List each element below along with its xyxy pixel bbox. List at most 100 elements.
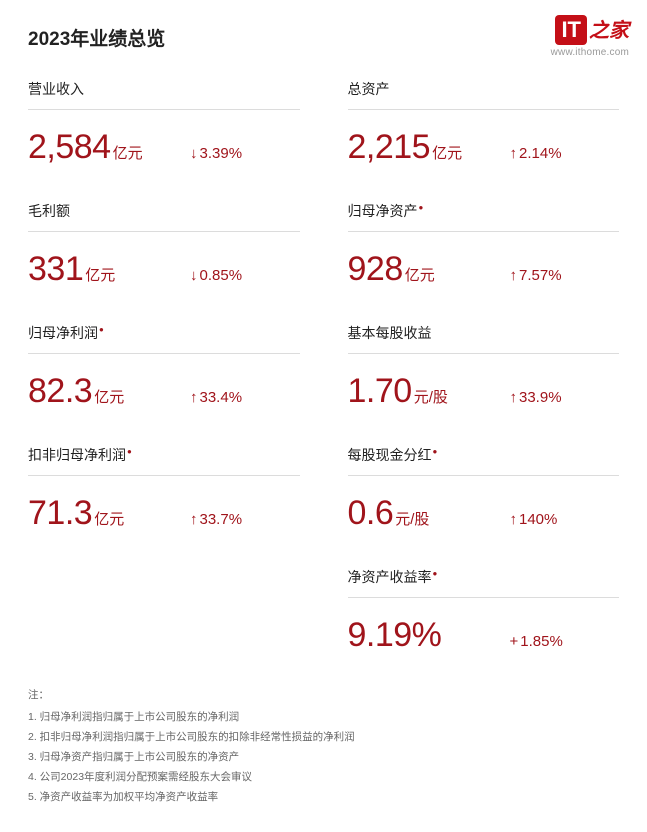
metric-value: 0.6元/股 bbox=[348, 494, 486, 533]
metric-change: 33.9% bbox=[510, 389, 562, 406]
arrow-down-icon bbox=[190, 267, 198, 284]
page-title: 2023年业绩总览 bbox=[28, 24, 619, 51]
metric-change-value: 3.39% bbox=[200, 145, 243, 162]
metric-unit: 亿元 bbox=[85, 264, 115, 285]
metric-label: 归母净资产● bbox=[348, 201, 620, 232]
metric-number: 0.6 bbox=[348, 494, 394, 533]
metric-value-row: 1.70元/股 33.9% bbox=[348, 372, 620, 411]
metric-value: 331亿元 bbox=[28, 250, 166, 289]
metric-label: 每股现金分红● bbox=[348, 445, 620, 476]
metric-unit: 元/股 bbox=[414, 386, 448, 407]
metric-value: 82.3亿元 bbox=[28, 372, 166, 411]
arrow-up-icon bbox=[510, 267, 518, 284]
metric-unit: 亿元 bbox=[113, 142, 143, 163]
metric-value: 71.3亿元 bbox=[28, 494, 166, 533]
metric-label-text: 营业收入 bbox=[28, 81, 84, 97]
footnotes-list: 1. 归母净利润指归属于上市公司股东的净利润2. 扣非归母净利润指归属于上市公司… bbox=[28, 708, 355, 808]
metric-number: 1.70 bbox=[348, 372, 412, 411]
metric-label: 总资产 bbox=[348, 79, 620, 110]
footnote-item: 4. 公司2023年度利润分配预案需经股东大会审议 bbox=[28, 768, 355, 788]
metric-value: 2,215亿元 bbox=[348, 128, 486, 167]
metric-number: 928 bbox=[348, 250, 403, 289]
metric-card: 营业收入 2,584亿元 3.39% bbox=[28, 79, 300, 167]
metric-number: 9.19% bbox=[348, 616, 442, 655]
metric-label: 营业收入 bbox=[28, 79, 300, 110]
metric-card: 基本每股收益 1.70元/股 33.9% bbox=[348, 323, 620, 411]
metrics-grid: 营业收入2,584亿元3.39%毛利额331亿元0.85%归母净利润●82.3亿… bbox=[28, 79, 619, 689]
metric-card: 净资产收益率● 9.19% 1.85% bbox=[348, 567, 620, 655]
metric-label-text: 毛利额 bbox=[28, 203, 70, 219]
arrow-up-icon bbox=[510, 389, 518, 406]
footnote-item: 2. 扣非归母净利润指归属于上市公司股东的扣除非经常性损益的净利润 bbox=[28, 728, 355, 748]
metric-card: 总资产 2,215亿元 2.14% bbox=[348, 79, 620, 167]
metric-card: 毛利额 331亿元 0.85% bbox=[28, 201, 300, 289]
metric-unit: 亿元 bbox=[94, 386, 124, 407]
metric-value-row: 331亿元 0.85% bbox=[28, 250, 300, 289]
metric-change-value: 140% bbox=[519, 511, 557, 528]
metric-label: 净资产收益率● bbox=[348, 567, 620, 598]
metric-label: 归母净利润● bbox=[28, 323, 300, 354]
footnote-marker-icon: ● bbox=[419, 203, 424, 212]
metrics-column-right: 总资产2,215亿元2.14%归母净资产●928亿元7.57%基本每股收益1.7… bbox=[348, 79, 620, 689]
metric-label-text: 每股现金分红 bbox=[348, 447, 432, 463]
metric-change: 140% bbox=[510, 511, 558, 528]
metric-change-value: 33.7% bbox=[200, 511, 243, 528]
watermark: IT 之家 www.ithome.com bbox=[551, 14, 629, 58]
watermark-it: IT bbox=[555, 15, 587, 45]
metric-value-row: 82.3亿元 33.4% bbox=[28, 372, 300, 411]
metric-unit: 亿元 bbox=[94, 508, 124, 529]
footnote-marker-icon: ● bbox=[433, 569, 438, 578]
metric-value: 928亿元 bbox=[348, 250, 486, 289]
watermark-zh: 之家 bbox=[589, 14, 629, 43]
metric-change-value: 7.57% bbox=[519, 267, 562, 284]
metric-change-value: 33.9% bbox=[519, 389, 562, 406]
arrow-up-icon bbox=[190, 511, 198, 528]
metric-value-row: 2,215亿元 2.14% bbox=[348, 128, 620, 167]
metric-change-value: 0.85% bbox=[200, 267, 243, 284]
metric-unit: 元/股 bbox=[395, 508, 429, 529]
metric-card: 每股现金分红● 0.6元/股 140% bbox=[348, 445, 620, 533]
footnote-item: 5. 净资产收益率为加权平均净资产收益率 bbox=[28, 788, 355, 808]
metrics-column-left: 营业收入2,584亿元3.39%毛利额331亿元0.85%归母净利润●82.3亿… bbox=[28, 79, 300, 689]
metric-value: 2,584亿元 bbox=[28, 128, 166, 167]
metric-number: 2,215 bbox=[348, 128, 431, 167]
metric-unit: 亿元 bbox=[432, 142, 462, 163]
footnote-marker-icon: ● bbox=[433, 447, 438, 456]
arrow-up-icon bbox=[510, 511, 518, 528]
metric-change: 1.85% bbox=[510, 633, 563, 650]
arrow-up-icon bbox=[510, 145, 518, 162]
arrow-up-icon bbox=[190, 389, 198, 406]
metric-label: 毛利额 bbox=[28, 201, 300, 232]
plus-icon bbox=[510, 633, 519, 650]
arrow-down-icon bbox=[190, 145, 198, 162]
metric-change-value: 1.85% bbox=[520, 633, 563, 650]
metric-card: 归母净资产● 928亿元 7.57% bbox=[348, 201, 620, 289]
metric-change: 33.4% bbox=[190, 389, 242, 406]
footnotes: 注： 1. 归母净利润指归属于上市公司股东的净利润2. 扣非归母净利润指归属于上… bbox=[28, 686, 355, 808]
footnote-marker-icon: ● bbox=[99, 325, 104, 334]
metric-change: 3.39% bbox=[190, 145, 242, 162]
metric-value: 9.19% bbox=[348, 616, 486, 655]
metric-label-text: 扣非归母净利润 bbox=[28, 447, 126, 463]
watermark-logo: IT 之家 bbox=[555, 14, 629, 45]
metric-change-value: 2.14% bbox=[519, 145, 562, 162]
metric-number: 2,584 bbox=[28, 128, 111, 167]
metric-value-row: 0.6元/股 140% bbox=[348, 494, 620, 533]
metric-card: 扣非归母净利润● 71.3亿元 33.7% bbox=[28, 445, 300, 533]
watermark-url: www.ithome.com bbox=[551, 47, 629, 58]
footnote-marker-icon: ● bbox=[127, 447, 132, 456]
metric-number: 82.3 bbox=[28, 372, 92, 411]
metric-value-row: 71.3亿元 33.7% bbox=[28, 494, 300, 533]
metric-label: 基本每股收益 bbox=[348, 323, 620, 354]
metric-value-row: 9.19% 1.85% bbox=[348, 616, 620, 655]
metric-change: 0.85% bbox=[190, 267, 242, 284]
metric-label: 扣非归母净利润● bbox=[28, 445, 300, 476]
metric-label-text: 净资产收益率 bbox=[348, 569, 432, 585]
metric-unit: 亿元 bbox=[405, 264, 435, 285]
metric-change: 2.14% bbox=[510, 145, 562, 162]
metric-number: 71.3 bbox=[28, 494, 92, 533]
metric-label-text: 归母净利润 bbox=[28, 325, 98, 341]
metric-number: 331 bbox=[28, 250, 83, 289]
metric-label-text: 基本每股收益 bbox=[348, 325, 432, 341]
metric-label-text: 总资产 bbox=[348, 81, 390, 97]
